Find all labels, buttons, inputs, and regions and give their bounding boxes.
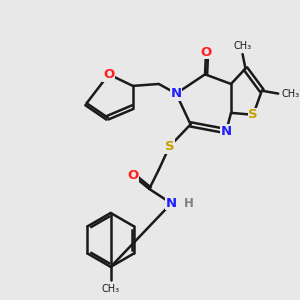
Text: CH₃: CH₃ bbox=[281, 88, 299, 99]
Text: S: S bbox=[248, 108, 258, 121]
Text: N: N bbox=[166, 197, 177, 210]
Text: O: O bbox=[200, 46, 211, 59]
Text: H: H bbox=[184, 197, 194, 210]
Text: N: N bbox=[171, 87, 182, 100]
Text: N: N bbox=[221, 124, 232, 138]
Text: O: O bbox=[127, 169, 139, 182]
Text: S: S bbox=[165, 140, 174, 153]
Text: CH₃: CH₃ bbox=[102, 284, 120, 294]
Text: CH₃: CH₃ bbox=[233, 41, 252, 51]
Text: O: O bbox=[103, 68, 114, 81]
